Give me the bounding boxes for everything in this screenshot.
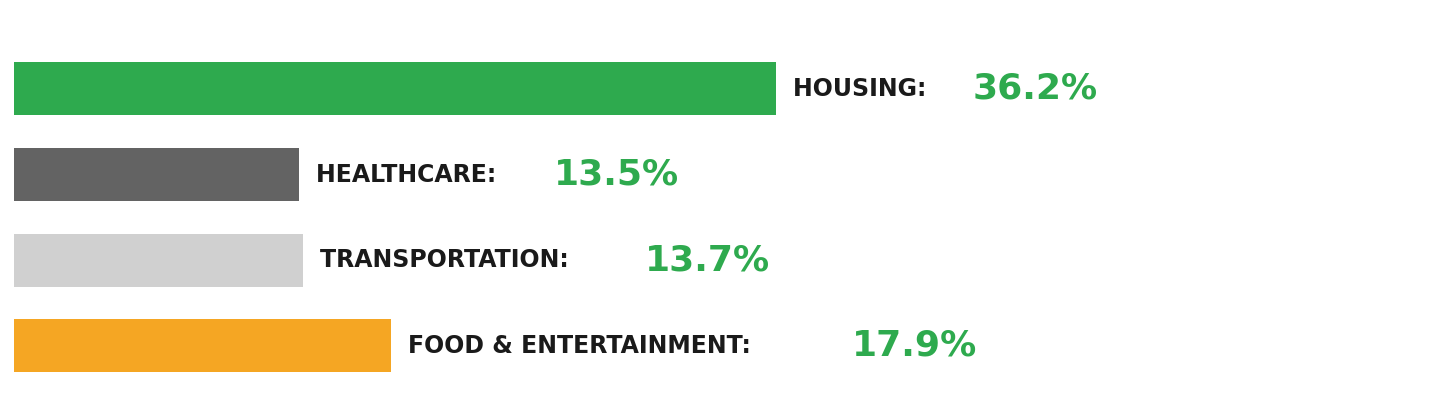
Bar [14, 63, 776, 115]
Bar [14, 234, 302, 287]
Text: HOUSING:: HOUSING: [793, 77, 935, 101]
Bar [14, 148, 298, 201]
Text: FOOD & ENTERTAINMENT:: FOOD & ENTERTAINMENT: [408, 334, 759, 358]
Bar [14, 319, 392, 372]
Text: 36.2%: 36.2% [972, 72, 1097, 106]
Text: 13.5%: 13.5% [554, 157, 680, 191]
Text: TRANSPORTATION:: TRANSPORTATION: [320, 248, 577, 272]
Text: HEALTHCARE:: HEALTHCARE: [315, 162, 504, 187]
Text: 13.7%: 13.7% [645, 243, 770, 277]
Text: 17.9%: 17.9% [852, 329, 978, 363]
